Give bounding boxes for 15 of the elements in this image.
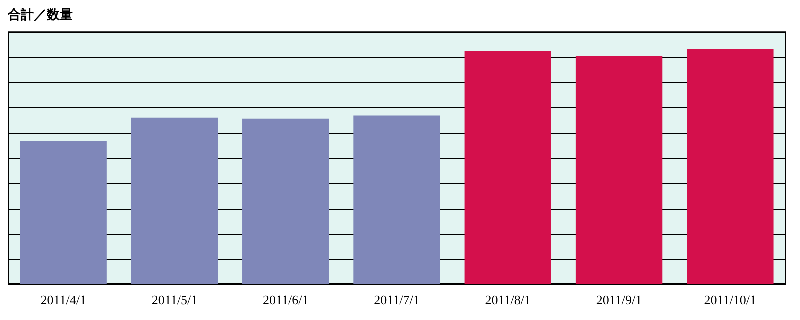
- bar: [687, 49, 774, 284]
- x-tick-label: 2011/7/1: [374, 292, 420, 308]
- x-tick-label: 2011/5/1: [152, 292, 198, 308]
- x-tick-label: 2011/6/1: [262, 292, 309, 308]
- bar: [464, 51, 552, 284]
- x-tick-label: 2011/4/1: [40, 292, 86, 308]
- x-tick-label: 2011/10/1: [704, 292, 757, 308]
- x-tick-label: 2011/8/1: [485, 292, 532, 308]
- bar: [131, 118, 218, 284]
- x-tick-label: 2011/9/1: [596, 292, 642, 308]
- bar: [20, 141, 107, 284]
- bar: [354, 116, 440, 284]
- chart-title: 合計／数量: [7, 7, 73, 24]
- bar: [242, 118, 330, 284]
- bar: [576, 56, 663, 284]
